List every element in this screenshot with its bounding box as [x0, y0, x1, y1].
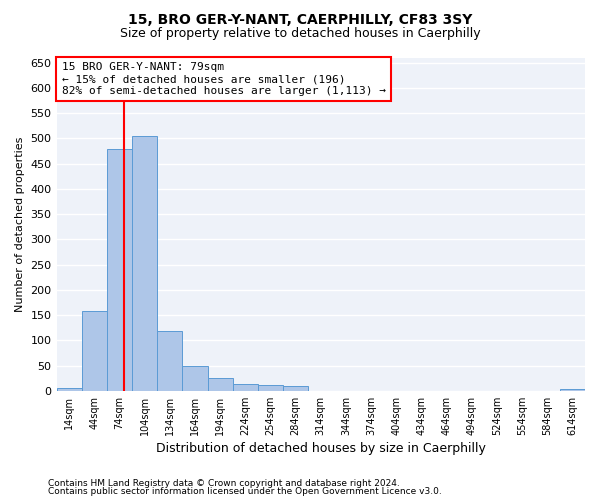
Bar: [258, 385, 283, 391]
Text: Contains public sector information licensed under the Open Government Licence v3: Contains public sector information licen…: [48, 487, 442, 496]
Bar: [560, 390, 585, 391]
Text: 15 BRO GER-Y-NANT: 79sqm
← 15% of detached houses are smaller (196)
82% of semi-: 15 BRO GER-Y-NANT: 79sqm ← 15% of detach…: [62, 62, 386, 96]
Bar: [233, 384, 258, 391]
Bar: [132, 136, 157, 391]
Bar: [182, 366, 208, 391]
Bar: [82, 311, 107, 391]
Text: Contains HM Land Registry data © Crown copyright and database right 2024.: Contains HM Land Registry data © Crown c…: [48, 478, 400, 488]
X-axis label: Distribution of detached houses by size in Caerphilly: Distribution of detached houses by size …: [156, 442, 486, 455]
Text: 15, BRO GER-Y-NANT, CAERPHILLY, CF83 3SY: 15, BRO GER-Y-NANT, CAERPHILLY, CF83 3SY: [128, 12, 472, 26]
Bar: [107, 150, 132, 391]
Y-axis label: Number of detached properties: Number of detached properties: [15, 136, 25, 312]
Bar: [157, 330, 182, 391]
Bar: [208, 378, 233, 391]
Text: Size of property relative to detached houses in Caerphilly: Size of property relative to detached ho…: [119, 28, 481, 40]
Bar: [56, 388, 82, 391]
Bar: [283, 386, 308, 391]
